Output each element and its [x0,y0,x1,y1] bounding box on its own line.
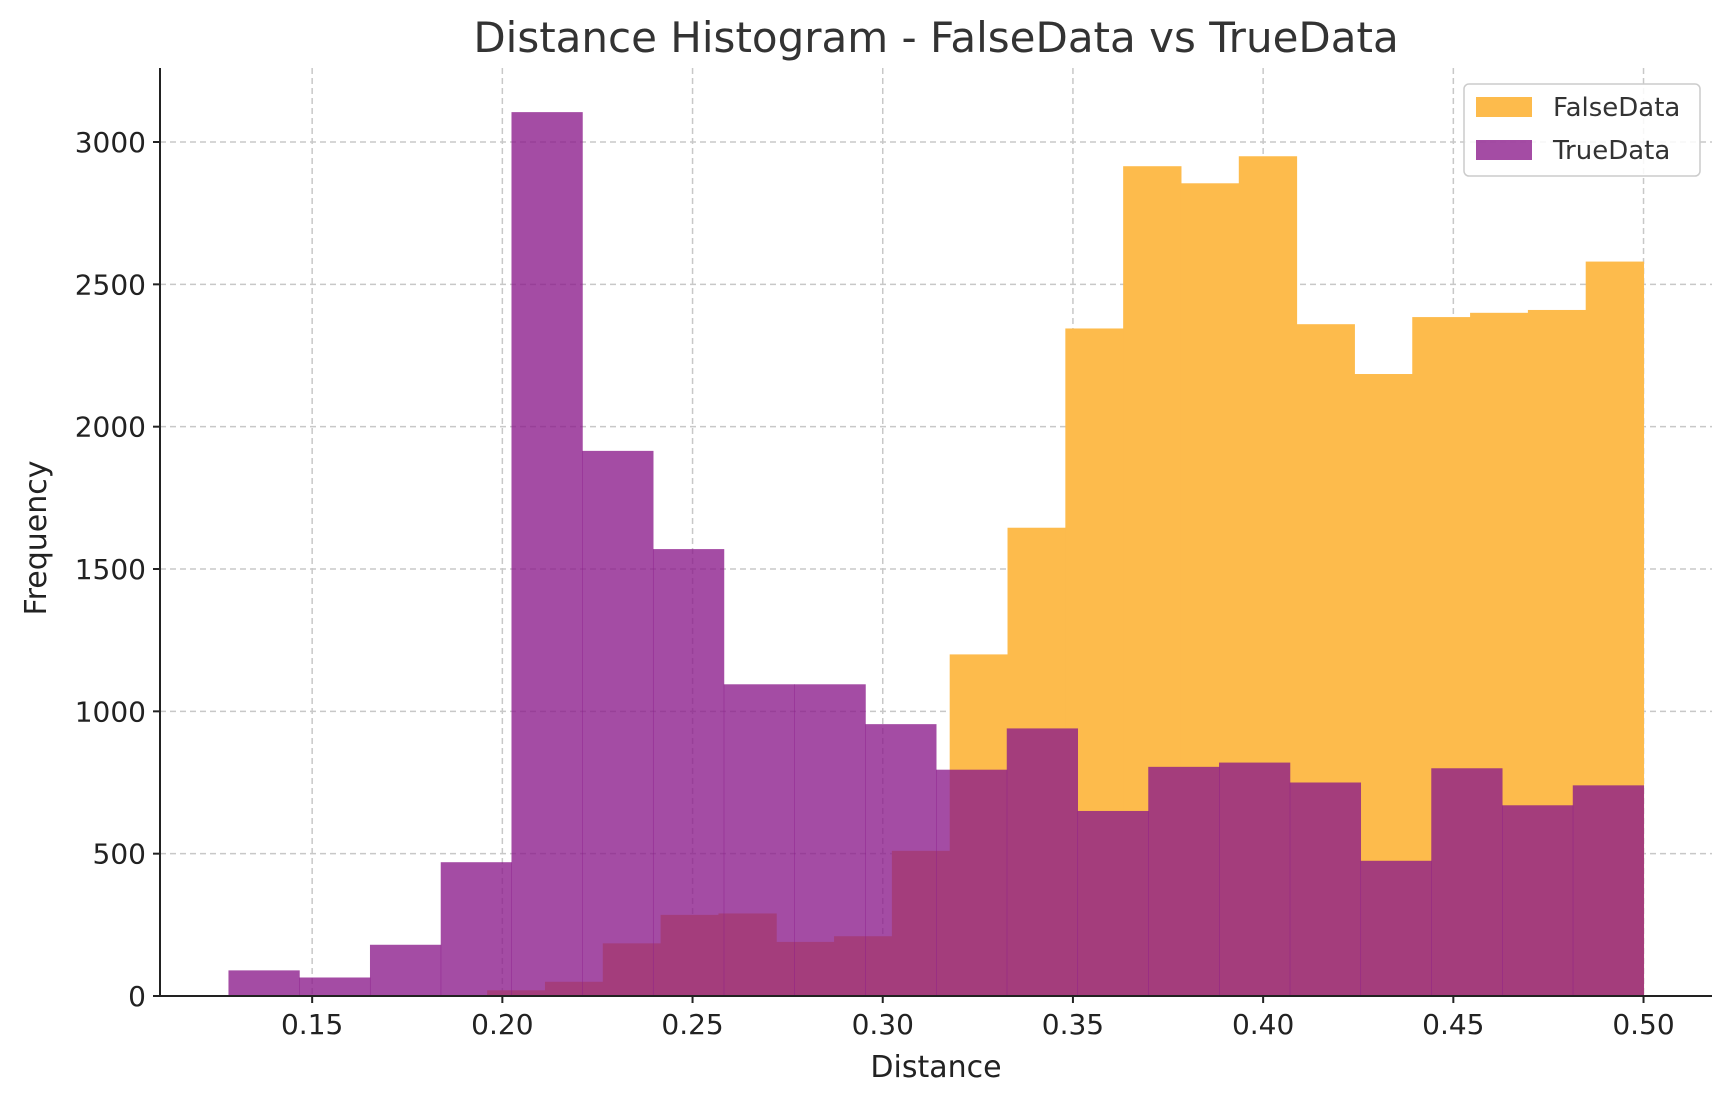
tick-labels: 0.15 0.20 0.25 0.30 0.35 0.40 0.45 0.50 0 500 1000… [75,126,1675,1041]
legend-swatch-falsedata [1476,97,1532,117]
bar-truedata [299,977,371,996]
bar-truedata [936,769,1008,996]
bar-truedata [794,684,866,996]
y-tick-label: 500 [93,838,146,871]
x-tick-label: 0.40 [1232,1008,1294,1041]
bar-truedata [582,450,654,996]
x-tick-label: 0.25 [661,1008,723,1041]
y-tick-label: 1000 [75,695,146,728]
bar-truedata [1360,860,1432,996]
bar-truedata [369,944,442,996]
y-tick-label: 2500 [75,268,146,301]
legend-label-truedata: TrueData [1552,136,1670,166]
bar-truedata [440,862,512,996]
y-tick-label: 2000 [75,411,146,444]
y-tick-label: 3000 [75,126,146,159]
x-axis-label: Distance [870,1050,1001,1085]
y-axis-label: Frequency [19,461,54,616]
x-tick-label: 0.35 [1042,1008,1104,1041]
x-tick-label: 0.30 [852,1008,914,1041]
legend: FalseData TrueData [1463,83,1701,177]
bar-truedata [1572,785,1645,996]
chart-title: Distance Histogram - FalseData vs TrueDa… [473,13,1398,62]
x-tick-label: 0.50 [1612,1008,1674,1041]
bar-truedata [1148,766,1220,996]
y-tick-label: 0 [128,980,146,1013]
x-tick-label: 0.15 [281,1008,343,1041]
bar-truedata [1219,762,1291,996]
legend-swatch-truedata [1476,140,1532,160]
histogram-bars [228,112,1645,997]
bar-truedata [652,549,725,996]
bar-truedata [1077,810,1149,996]
bar-truedata [1431,768,1503,996]
x-tick-label: 0.20 [471,1008,533,1041]
bar-truedata [1289,782,1362,996]
bar-truedata [228,970,300,996]
x-tick-label: 0.45 [1422,1008,1484,1041]
bar-truedata [511,112,583,997]
legend-label-falsedata: FalseData [1553,93,1680,123]
y-tick-label: 1500 [75,553,146,586]
bar-truedata [1006,728,1079,996]
bar-truedata [865,724,937,996]
bar-truedata [723,684,795,996]
bar-truedata [1502,805,1574,996]
axes [153,68,1712,1003]
